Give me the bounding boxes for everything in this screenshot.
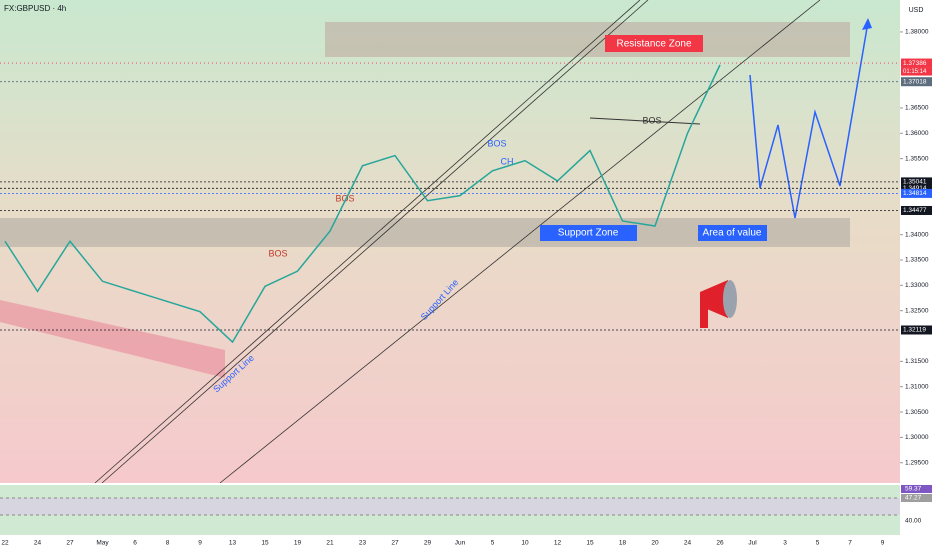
rsi-band [0,498,900,515]
annotation: Area of value [703,228,762,239]
price-tag-label: 1.37018 [903,78,927,85]
annotation: BOS [487,138,506,148]
price-tag [901,183,932,193]
rsi-label: 59.37 [905,486,922,493]
y-tick-label: 1.38000 [905,29,929,36]
price-tag [901,77,932,87]
x-tick-label: 7 [848,540,852,547]
rsi-tag [901,494,932,502]
price-tag-label: 1.37386 [903,60,927,67]
annotation-box [698,225,767,241]
x-tick-label: 6 [133,540,137,547]
annotation: Support Zone [558,228,619,239]
y-tick-label: 1.31500 [905,358,929,365]
x-tick-label: 23 [359,540,367,547]
channel [0,300,225,378]
y-tick-label: 1.31000 [905,383,929,390]
trend-line [219,0,821,484]
x-tick-label: Jun [455,540,466,547]
x-tick-label: 3 [783,540,787,547]
trend-line [101,0,649,484]
price-tag [901,177,932,187]
time-axis [0,535,900,550]
rsi-tag [901,517,932,525]
x-tick-label: 13 [229,540,237,547]
rsi-label: 47.27 [905,495,922,502]
x-tick-label: 24 [684,540,692,547]
y-tick-label: 1.33500 [905,257,929,264]
countdown-tag [901,67,932,76]
countdown: 01:15:14 [903,69,927,75]
price-axis [900,0,932,550]
x-tick-label: 20 [651,540,659,547]
x-tick-label: 5 [816,540,820,547]
rsi-label: 40.00 [905,518,922,525]
y-tick-label: 1.30000 [905,434,929,441]
x-tick-label: 19 [294,540,302,547]
x-tick-label: 10 [521,540,529,547]
price-tag [901,188,932,198]
price-line-series [4,64,721,344]
annotation: Resistance Zone [616,39,691,50]
y-tick-label: 1.30500 [905,409,929,416]
annotation-box [605,35,703,52]
annotation: BOS [335,193,354,203]
x-tick-label: Jul [748,540,757,547]
price-tag [901,325,932,335]
rsi-tag [901,485,932,493]
annotation: BOS [268,248,287,258]
price-tag-label: 1.34914 [903,185,927,192]
x-tick-label: 27 [66,540,74,547]
bos-line [589,117,701,125]
x-tick-label: 9 [198,540,202,547]
megaphone-icon [700,280,737,328]
price-tag [901,58,932,68]
price-tag [901,205,932,215]
currency: USD [909,7,924,14]
x-tick-label: 9 [881,540,885,547]
x-tick-label: 5 [491,540,495,547]
resistance-zone [325,22,850,57]
annotation: CH [501,156,514,166]
x-tick-label: May [96,540,109,547]
price-tag-label: 1.35041 [903,179,927,186]
y-tick-label: 1.33000 [905,282,929,289]
price-tag-label: 1.32119 [903,327,926,334]
y-tick-label: 1.35500 [905,155,929,162]
trend-line [94,0,641,484]
x-tick-label: 15 [586,540,594,547]
y-tick-label: 1.29500 [905,459,929,466]
x-tick-label: 8 [166,540,170,547]
y-tick-label: 1.32500 [905,307,929,314]
x-tick-label: 15 [261,540,269,547]
x-tick-label: 21 [326,540,334,547]
x-tick-label: 22 [1,540,9,547]
annotation: BOS [642,115,661,125]
symbol: FX:GBPUSD · 4h [4,4,66,13]
x-tick-label: 29 [424,540,432,547]
x-tick-label: 24 [34,540,42,547]
y-tick-label: 1.34000 [905,231,929,238]
y-tick-label: 1.36500 [905,105,929,112]
price-tag-label: 1.34477 [903,207,927,214]
price-tag-label: 1.34814 [903,190,927,197]
y-tick-label: 1.36000 [905,130,929,137]
x-tick-label: 26 [716,540,724,547]
annotation-box [540,225,637,241]
projection-arrow [862,18,872,30]
x-tick-label: 12 [554,540,562,547]
x-tick-label: 27 [391,540,399,547]
x-tick-label: 18 [619,540,627,547]
